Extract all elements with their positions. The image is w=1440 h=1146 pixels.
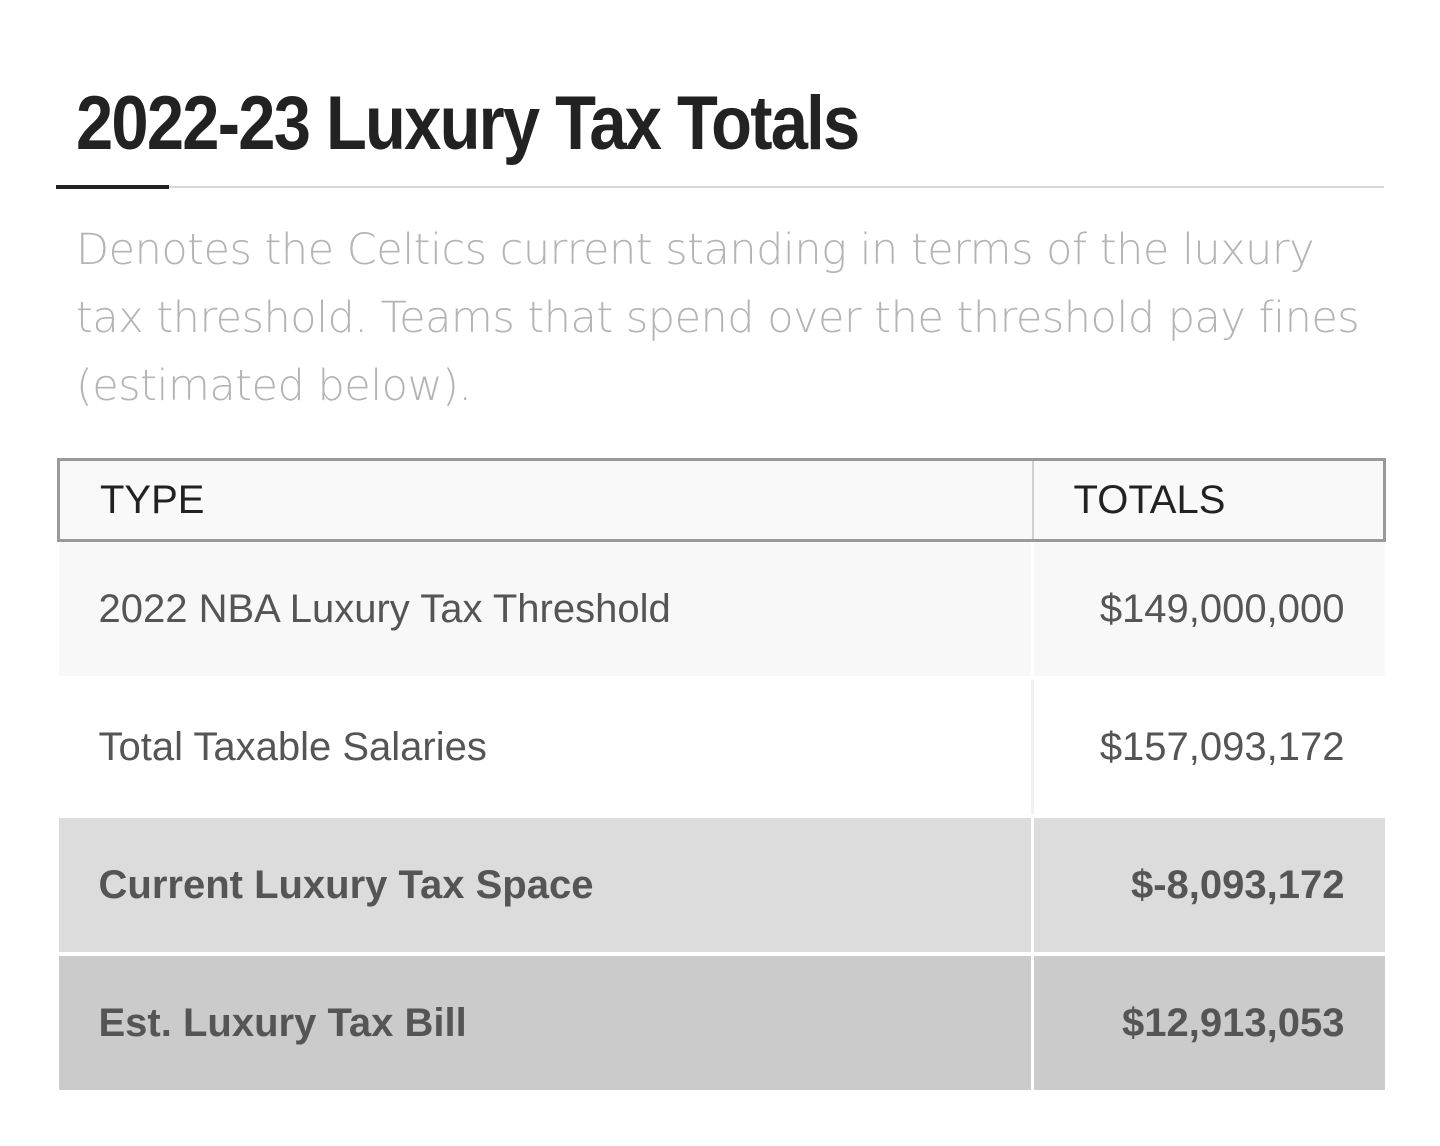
table-row: Est. Luxury Tax Bill $12,913,053	[58, 954, 1385, 1090]
row-total-cell: $-8,093,172	[1032, 816, 1385, 956]
title-divider-accent	[56, 185, 169, 189]
row-type-cell: Total Taxable Salaries	[58, 678, 1034, 818]
column-header-type: TYPE	[57, 458, 1034, 542]
row-total-cell: $149,000,000	[1032, 540, 1385, 680]
table-row: 2022 NBA Luxury Tax Threshold $149,000,0…	[58, 540, 1385, 680]
description-text: Denotes the Celtics current standing in …	[76, 225, 1360, 411]
row-total-cell: $12,913,053	[1032, 954, 1385, 1090]
title-divider	[56, 186, 1384, 188]
row-type-cell: 2022 NBA Luxury Tax Threshold	[58, 540, 1034, 680]
table-header-row: TYPE TOTALS	[57, 458, 1386, 542]
page-title: 2022-23 Luxury Tax Totals	[76, 81, 860, 166]
row-type-cell: Current Luxury Tax Space	[58, 816, 1034, 956]
table-row: Current Luxury Tax Space $-8,093,172	[58, 816, 1385, 956]
table-row: Total Taxable Salaries $157,093,172	[58, 678, 1385, 818]
row-type-cell: Est. Luxury Tax Bill	[58, 954, 1034, 1090]
column-header-totals: TOTALS	[1032, 458, 1386, 542]
luxury-tax-table: TYPE TOTALS 2022 NBA Luxury Tax Threshol…	[57, 458, 1386, 1090]
row-total-cell: $157,093,172	[1032, 678, 1385, 818]
